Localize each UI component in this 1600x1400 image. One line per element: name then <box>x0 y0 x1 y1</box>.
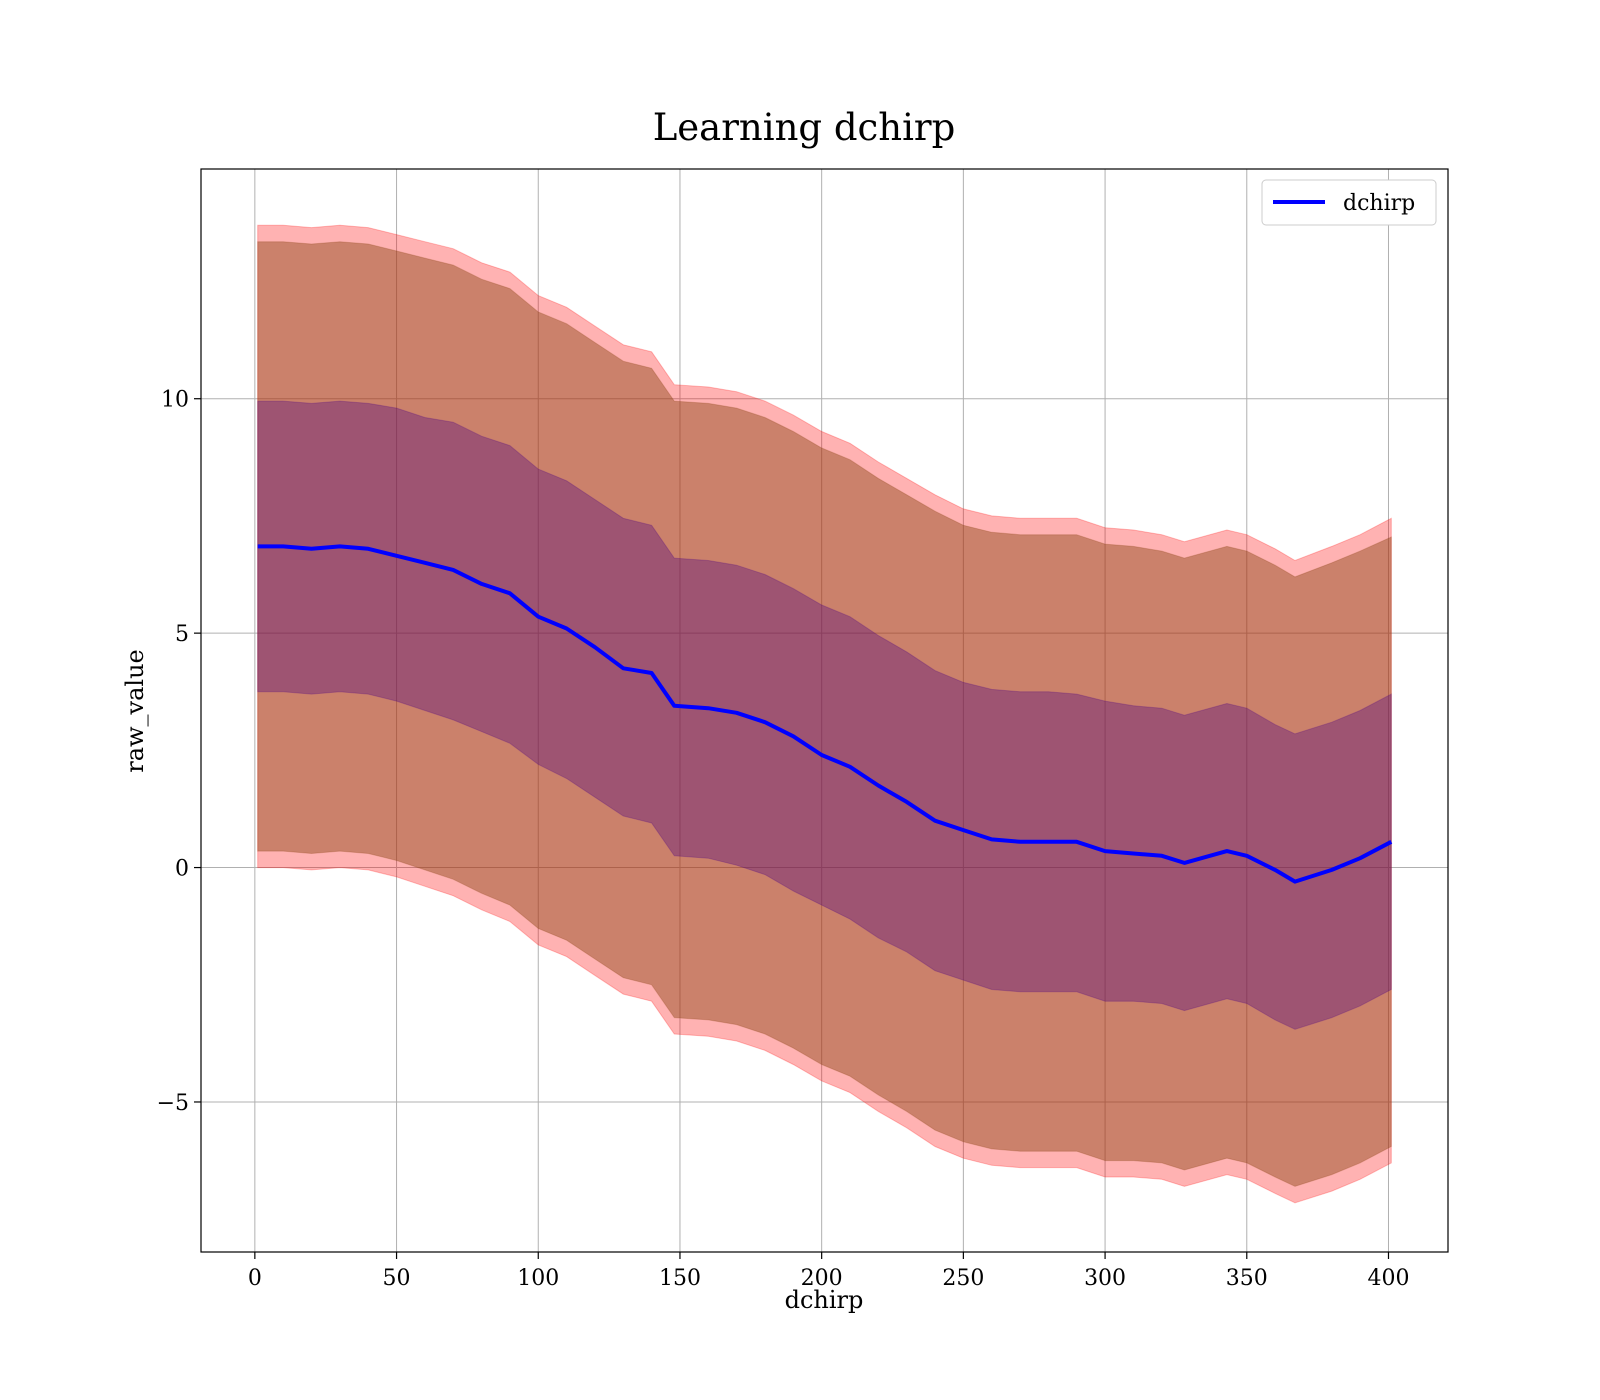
y-tick-label: −5 <box>157 1091 189 1116</box>
x-tick-label: 150 <box>659 1266 701 1291</box>
x-tick-label: 350 <box>1226 1266 1268 1291</box>
confidence-bands <box>257 224 1392 1204</box>
x-tick-label: 50 <box>383 1266 411 1291</box>
y-tick-label: 5 <box>175 622 189 647</box>
legend-label: dchirp <box>1343 191 1415 216</box>
x-tick-label: 0 <box>248 1266 262 1291</box>
x-tick-label: 400 <box>1367 1266 1409 1291</box>
two-sd-band <box>257 241 1392 1187</box>
legend-box <box>1261 179 1437 226</box>
x-axis-label: dchirp <box>785 1286 864 1314</box>
y-tick-label: 10 <box>161 388 189 413</box>
one-sd-band <box>257 400 1392 1030</box>
y-axis-label: raw_value <box>121 649 149 773</box>
x-tick-label: 200 <box>801 1266 843 1291</box>
x-tick-label: 100 <box>517 1266 559 1291</box>
outer-band <box>257 224 1392 1204</box>
chart-title: Learning dchirp <box>653 106 956 149</box>
x-tick-label: 250 <box>942 1266 984 1291</box>
plot-frame <box>200 168 1449 1253</box>
grid <box>201 169 1448 1252</box>
x-tick-label: 300 <box>1084 1266 1126 1291</box>
series-lines <box>257 544 1393 884</box>
legend: dchirp <box>1261 179 1437 226</box>
x-axis-ticks: 0 50 100 150 200 250 300 350 400 <box>248 1252 1409 1291</box>
dchirp-mean-line <box>257 544 1393 884</box>
y-tick-label: 0 <box>175 857 189 882</box>
y-axis-ticks: −5 0 5 10 <box>157 388 201 1116</box>
